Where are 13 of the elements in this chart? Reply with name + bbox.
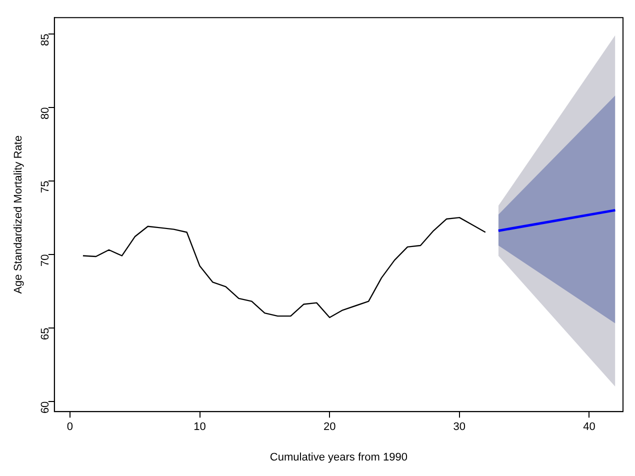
y-tick-label: 70 bbox=[39, 254, 52, 267]
x-tick-label: 40 bbox=[583, 421, 596, 434]
y-tick-label: 65 bbox=[39, 328, 52, 340]
x-tick-label: 10 bbox=[194, 421, 206, 434]
y-axis-title: Age Standardized Mortality Rate bbox=[12, 135, 25, 294]
x-tick-label: 20 bbox=[323, 421, 336, 434]
x-tick-label: 30 bbox=[453, 421, 466, 434]
y-tick-label: 85 bbox=[39, 34, 52, 46]
y-tick-label: 80 bbox=[39, 107, 52, 120]
y-tick-label: 60 bbox=[39, 401, 52, 414]
x-axis-title: Cumulative years from 1990 bbox=[270, 451, 408, 464]
x-tick-label: 0 bbox=[66, 421, 74, 434]
y-tick-label: 75 bbox=[39, 180, 52, 194]
